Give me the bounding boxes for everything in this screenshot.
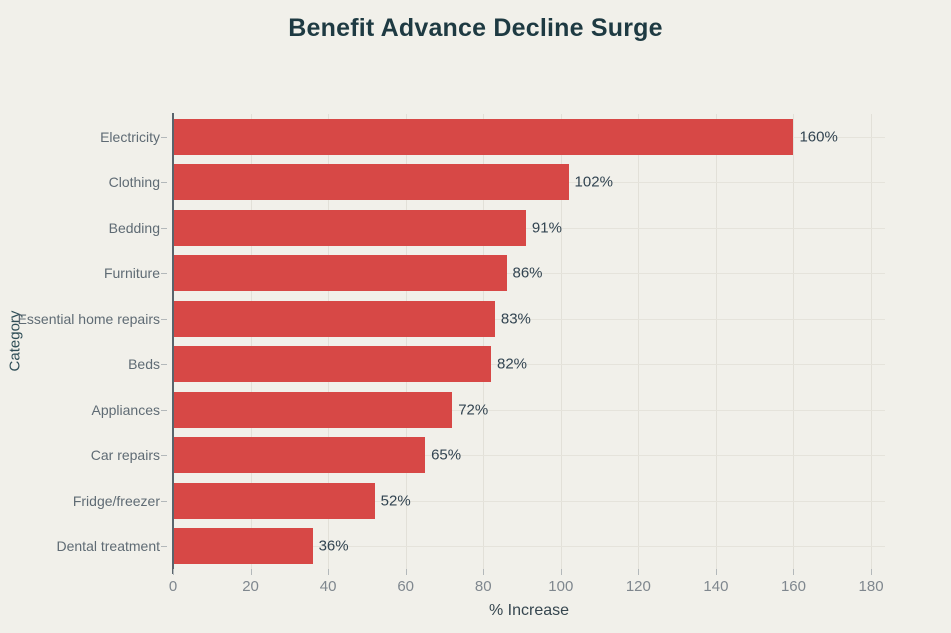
value-label: 65%: [431, 446, 462, 464]
value-label: 91%: [531, 219, 562, 237]
x-axis: 0 20 40 60 80 100 120 140 160 180: [169, 569, 885, 609]
category-label: Beds: [128, 356, 160, 373]
horizontal-gridline: [173, 364, 885, 366]
y-tick-mark: [161, 409, 167, 411]
x-tick-mark: [560, 569, 562, 575]
y-tick-mark: [161, 546, 167, 548]
category-label: Bedding: [108, 219, 160, 236]
x-tick-label: 20: [242, 578, 259, 595]
value-label: 83%: [500, 310, 531, 328]
chart-title: Benefit Advance Decline Surge: [288, 14, 663, 42]
plot-area: 160% 102% 91% 86% 83% 82% 72% 65% 52% 36%: [173, 114, 885, 569]
x-tick-mark: [405, 569, 407, 575]
horizontal-gridline: [173, 500, 885, 502]
value-label: 72%: [458, 401, 489, 419]
y-tick-mark: [161, 227, 167, 229]
vertical-gridline: [483, 114, 485, 569]
y-tick-mark: [161, 182, 167, 184]
bar-appliances: [173, 391, 453, 428]
bar-fridge-freezer: [173, 482, 375, 519]
x-tick-label: 180: [858, 578, 884, 595]
y-tick-mark: [161, 500, 167, 502]
value-label: 82%: [496, 355, 528, 373]
horizontal-gridline: [173, 455, 885, 457]
bar-essential-home-repairs: [173, 300, 495, 337]
x-tick-mark: [638, 569, 640, 575]
vertical-gridline: [560, 114, 562, 569]
bar-furniture: [173, 255, 507, 292]
bar-beds: [173, 346, 491, 383]
y-axis-line: [172, 113, 174, 574]
category-label: Fridge/freezer: [72, 492, 160, 509]
value-label: 36%: [318, 537, 349, 555]
category-label: Essential home repairs: [17, 310, 160, 327]
x-tick-mark: [173, 569, 174, 575]
bar-clothing: [173, 164, 569, 201]
x-axis-title: % Increase: [488, 602, 570, 619]
x-tick-mark: [793, 569, 795, 575]
horizontal-gridline: [173, 318, 885, 320]
x-tick-label: 160: [780, 578, 806, 595]
y-tick-mark: [161, 273, 167, 275]
value-label: 102%: [574, 173, 613, 191]
y-tick-mark: [161, 136, 167, 138]
vertical-gridline: [715, 114, 717, 569]
y-tick-mark: [161, 364, 167, 366]
x-tick-label: 60: [397, 578, 415, 595]
vertical-gridline: [871, 114, 873, 569]
value-label: 52%: [380, 492, 411, 510]
vertical-gridline: [793, 114, 795, 569]
horizontal-gridline: [173, 227, 885, 229]
category-label: Appliances: [91, 401, 161, 418]
vertical-gridline: [328, 114, 330, 569]
y-tick-mark: [161, 318, 167, 320]
x-tick-label: 100: [548, 578, 574, 595]
x-tick-mark: [871, 569, 873, 575]
x-tick-label: 40: [319, 578, 337, 595]
y-axis-labels: Electricity Clothing Bedding Furniture Essen…: [0, 114, 167, 569]
x-tick-label: 80: [474, 578, 492, 595]
bar-bedding: [173, 209, 526, 246]
category-label: Electricity: [100, 128, 160, 145]
category-label: Clothing: [108, 174, 160, 191]
vertical-gridline: [405, 114, 407, 569]
bar-electricity: [173, 118, 794, 155]
x-tick-label: 0: [168, 578, 178, 595]
horizontal-gridline: [173, 409, 885, 411]
vertical-gridline: [250, 114, 252, 569]
x-tick-mark: [715, 569, 717, 575]
vertical-gridline: [638, 114, 640, 569]
horizontal-gridline: [173, 546, 885, 548]
x-tick-mark: [328, 569, 330, 575]
category-label: Furniture: [103, 265, 160, 282]
x-tick-label: 120: [625, 578, 651, 595]
category-label: Car repairs: [90, 447, 160, 464]
bar-car-repairs: [173, 437, 426, 474]
value-label: 160%: [799, 128, 838, 146]
x-tick-mark: [483, 569, 485, 575]
x-tick-label: 140: [703, 578, 729, 595]
horizontal-gridline: [173, 273, 885, 275]
x-tick-mark: [250, 569, 252, 575]
y-tick-mark: [161, 455, 167, 457]
bar-dental-treatment: [173, 528, 313, 565]
category-label: Dental treatment: [56, 538, 161, 555]
value-label: 86%: [512, 264, 543, 282]
